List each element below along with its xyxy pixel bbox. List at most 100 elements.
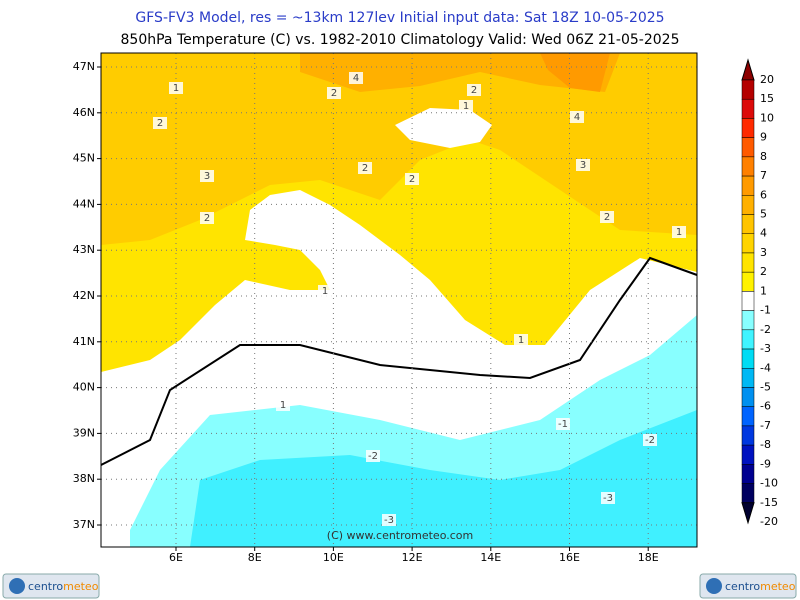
logo-part: meteo: [63, 580, 99, 593]
logo-icon: [9, 578, 25, 594]
colorbar-swatch: [741, 137, 755, 158]
contour-label: 1: [322, 286, 328, 297]
colorbar-swatch: [741, 310, 755, 331]
lon-label: 8E: [248, 551, 262, 564]
contour-label: 1: [463, 101, 469, 112]
light-blob: [395, 108, 492, 148]
lat-label: 43N: [73, 243, 95, 256]
contour-label: 2: [362, 163, 368, 174]
lat-label: 40N: [73, 381, 95, 394]
contour-label: 1: [173, 83, 179, 94]
logo-box: [2, 573, 100, 599]
contour-label: 2: [331, 88, 337, 99]
colorbar-swatch: [741, 271, 755, 292]
contour-label-box: [514, 334, 528, 346]
lat-label: 44N: [73, 197, 95, 210]
contour-label-box: [576, 159, 590, 171]
colorbar-swatch: [741, 329, 755, 350]
contour-label: 1: [676, 227, 682, 238]
contour-label-box: [276, 399, 290, 411]
contour-label-box: [327, 87, 341, 99]
contour-label: 4: [353, 73, 359, 84]
colorbar-label: 20: [760, 73, 774, 86]
colorbar-label: -10: [760, 477, 778, 490]
lat-label: 37N: [73, 518, 95, 531]
colorbar-swatch: [741, 214, 755, 234]
colorbar-label: -3: [760, 342, 771, 355]
colorbar-swatch: [741, 252, 755, 273]
contour-label-box: [318, 285, 332, 297]
contour-label-box: [200, 170, 214, 182]
graticule: 47N 46N 45N 44N 43N 42N 41N 40N 39N 38N 37N 6E 8E 10E…: [73, 53, 697, 564]
colorbar-label: -7: [760, 419, 771, 432]
contour-label: 4: [574, 112, 580, 123]
contour-label: 2: [409, 174, 415, 185]
zero-isotherm: [100, 256, 698, 466]
contour-label: 2: [471, 85, 477, 96]
colorbar: 20 15 10 9 8 7 6 5 4 3 2 1 -1 -2 -3 -4 -5 -6 -7 -8 -9 -10 -15 -…: [741, 58, 778, 528]
contour-label-box: [459, 100, 473, 112]
colorbar-swatch: [741, 483, 755, 504]
colorbar-swatch: [741, 425, 755, 446]
logo-icon: [706, 578, 722, 594]
lon-label: 12E: [402, 551, 423, 564]
contour-label-box: [366, 450, 380, 462]
logo-part: centro: [28, 580, 63, 593]
contour-label: -2: [368, 451, 378, 462]
contour-label: 3: [204, 171, 210, 182]
colorbar-label: -8: [760, 438, 771, 451]
colorbar-swatch: [741, 444, 755, 465]
contour-label: 3: [580, 160, 586, 171]
colorbar-label: -1: [760, 304, 771, 317]
logo-box: [699, 573, 797, 599]
colorbar-swatch: [741, 195, 755, 215]
contour-label-box: [467, 84, 481, 96]
colorbar-swatch: [741, 291, 755, 311]
contour-label-box: [570, 111, 584, 123]
colorbar-label: 15: [760, 92, 774, 105]
map-frame: [100, 52, 698, 548]
colorbar-swatch: [741, 98, 755, 119]
colorbar-label: -20: [760, 515, 778, 528]
lon-label: 18E: [638, 551, 659, 564]
contour-label-box: [600, 211, 614, 223]
colorbar-label: -4: [760, 361, 771, 374]
contour-label-box: [643, 434, 657, 446]
colorbar-label: -15: [760, 496, 778, 509]
logo-part: meteo: [760, 580, 796, 593]
contour-label-box: [382, 514, 396, 526]
contour-label: 2: [204, 213, 210, 224]
colorbar-arrow: [741, 58, 755, 81]
colorbar-swatch: [741, 233, 755, 254]
colorbar-swatch: [741, 118, 755, 138]
colorbar-swatch: [741, 348, 755, 369]
colorbar-swatch: [741, 156, 755, 177]
contour-label: 1: [518, 335, 524, 346]
lon-label: 10E: [323, 551, 344, 564]
subtitle: 850hPa Temperature (C) vs. 1982-2010 Cli…: [121, 32, 680, 48]
logo-text: centrometeo: [28, 580, 99, 593]
colorbar-arrow: [741, 502, 755, 525]
deep-cyan-zone: [190, 410, 697, 547]
colorbar-label: 4: [760, 227, 767, 240]
colorbar-swatch: [741, 464, 755, 484]
contour-label: -3: [603, 493, 613, 504]
contour-label-box: [556, 418, 570, 430]
lat-label: 47N: [73, 60, 95, 73]
contour-label: 1: [280, 400, 286, 411]
logo-text: centrometeo: [725, 580, 796, 593]
deep-orange-zone: [300, 53, 620, 92]
map: 47N 46N 45N 44N 43N 42N 41N 40N 39N 38N 37N 6E 8E 10E…: [73, 52, 698, 564]
colorbar-label: -6: [760, 400, 771, 413]
colorbar-label: 9: [760, 131, 767, 144]
lat-label: 41N: [73, 335, 95, 348]
contour-label-box: [358, 162, 372, 174]
contour-label-box: [405, 173, 419, 185]
colorbar-label: 10: [760, 111, 774, 124]
contour-label: -1: [558, 419, 568, 430]
contour-label-box: [349, 72, 363, 84]
lon-label: 6E: [169, 551, 183, 564]
logos: centrometeo centrometeo: [2, 573, 797, 599]
